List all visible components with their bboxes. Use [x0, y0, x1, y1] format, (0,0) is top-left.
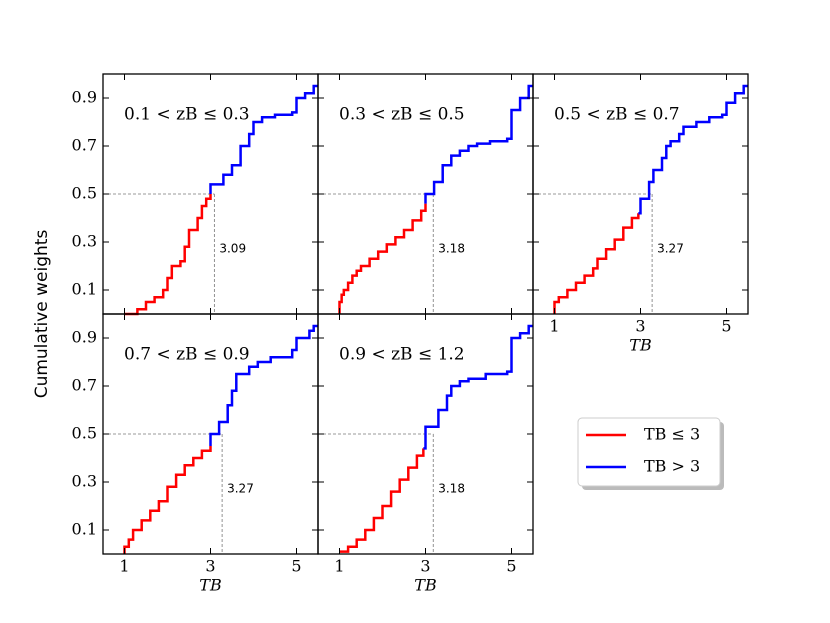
step-line: [209, 324, 318, 446]
y-axis-label: Cumulative weights: [32, 230, 52, 399]
y-tick-label: 0.1: [72, 280, 97, 299]
x-axis-label: TB: [199, 576, 222, 595]
x-tick-label: 3: [420, 557, 430, 576]
step-line: [423, 324, 533, 450]
panel-label: 0.3 < zB ≤ 0.5: [339, 105, 465, 125]
y-tick-label: 0.1: [72, 520, 97, 539]
y-tick-label: 0.3: [72, 232, 97, 251]
step-line: [424, 84, 533, 204]
step-line: [638, 84, 748, 215]
y-tick-label: 0.5: [72, 184, 97, 203]
legend-label: TB ≤ 3: [644, 425, 700, 444]
legend-label: TB > 3: [644, 457, 700, 476]
x-tick-label: 5: [506, 557, 516, 576]
panel-label: 0.5 < zB ≤ 0.7: [554, 105, 680, 125]
median-label: 3.09: [219, 242, 246, 256]
y-tick-label: 0.9: [72, 328, 97, 347]
median-label: 3.27: [227, 482, 254, 496]
median-label: 3.18: [438, 242, 465, 256]
panel-label: 0.1 < zB ≤ 0.3: [124, 105, 250, 125]
median-label: 3.18: [438, 482, 465, 496]
x-tick-label: 1: [119, 557, 129, 576]
x-tick-label: 1: [334, 557, 344, 576]
x-tick-label: 5: [291, 557, 301, 576]
y-tick-label: 0.9: [72, 88, 97, 107]
step-line: [338, 203, 427, 314]
median-label: 3.27: [657, 242, 684, 256]
x-axis-label: TB: [629, 336, 652, 355]
x-tick-label: 1: [549, 317, 559, 336]
step-line: [553, 213, 640, 314]
y-tick-label: 0.3: [72, 472, 97, 491]
panel-label: 0.9 < zB ≤ 1.2: [339, 345, 465, 365]
step-line: [124, 194, 212, 316]
step-line: [339, 448, 425, 553]
panel-label: 0.7 < zB ≤ 0.9: [124, 345, 250, 365]
y-tick-label: 0.7: [72, 136, 97, 155]
step-line: [209, 84, 318, 194]
x-tick-label: 3: [205, 557, 215, 576]
y-tick-label: 0.5: [72, 424, 97, 443]
y-tick-label: 0.7: [72, 376, 97, 395]
x-tick-label: 5: [721, 317, 731, 336]
x-axis-label: TB: [414, 576, 437, 595]
step-line: [123, 446, 212, 554]
x-tick-label: 3: [635, 317, 645, 336]
